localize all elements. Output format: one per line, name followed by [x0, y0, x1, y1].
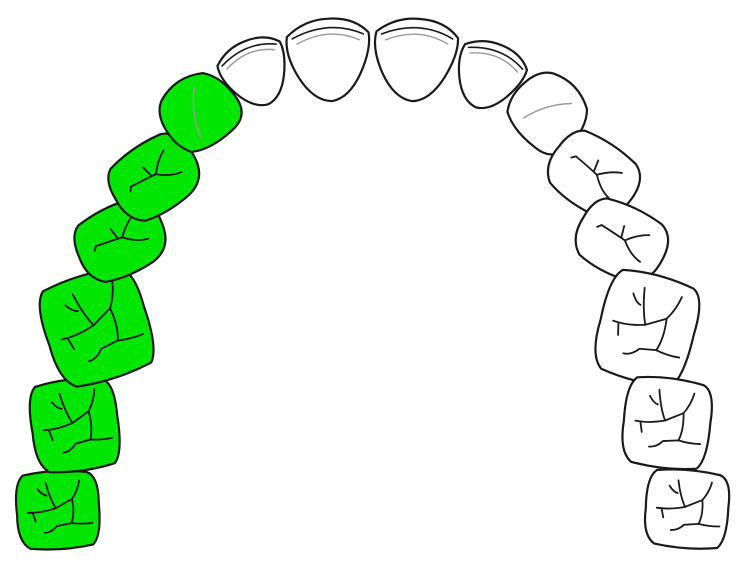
tooth-5-crown[interactable] — [98, 123, 212, 232]
tooth-6[interactable] — [146, 59, 251, 163]
tooth-14-groove — [642, 286, 647, 326]
tooth-15-groove — [648, 439, 680, 448]
tooth-14[interactable] — [588, 265, 706, 392]
tooth-4-groove — [94, 236, 124, 248]
tooth-4-groove — [109, 228, 119, 239]
tooth-5-groove — [130, 173, 157, 188]
tooth-13-groove — [600, 224, 626, 242]
tooth-16-groove — [655, 505, 686, 510]
tooth-16-groove — [660, 508, 665, 519]
tooth-1-groove — [26, 507, 57, 514]
tooth-14-groove — [655, 349, 681, 359]
tooth-10-edge — [467, 46, 524, 71]
tooth-15[interactable] — [619, 374, 715, 473]
tooth-9-shine — [384, 33, 449, 45]
tooth-3[interactable] — [32, 260, 163, 394]
tooth-1-groove — [36, 488, 48, 497]
tooth-9-edge — [380, 26, 454, 40]
tooth-3-groove — [116, 333, 144, 342]
tooth-14-groove — [622, 347, 658, 355]
tooth-12-groove — [596, 173, 610, 200]
tooth-12-groove — [570, 155, 577, 159]
tooth-6-shine — [192, 86, 202, 138]
tooth-11-crown[interactable] — [496, 60, 601, 164]
tooth-7[interactable] — [212, 29, 300, 117]
tooth-15-groove — [677, 439, 702, 445]
tooth-2-groove — [48, 430, 54, 441]
tooth-13-groove — [623, 234, 651, 242]
tooth-13-groove — [623, 239, 641, 263]
tooth-4-groove — [93, 245, 97, 252]
tooth-2[interactable] — [26, 374, 125, 477]
tooth-15-groove — [658, 388, 666, 422]
tooth-13-groove — [620, 225, 626, 238]
tooth-14-groove — [612, 319, 647, 326]
tooth-2-groove — [87, 410, 93, 441]
tooth-3-groove — [71, 293, 95, 327]
tooth-8-crown[interactable] — [285, 16, 373, 104]
tooth-1-groove — [43, 522, 73, 534]
tooth-5-groove — [142, 166, 152, 177]
tooth-1-groove — [44, 481, 57, 510]
tooth-15-groove — [639, 421, 643, 433]
tooth-15-crown[interactable] — [619, 374, 715, 473]
tooth-15-groove — [677, 412, 685, 442]
tooth-13-groove — [596, 224, 603, 228]
tooth-11[interactable] — [496, 60, 601, 164]
tooth-1-groove — [32, 512, 37, 523]
tooth-6-crown[interactable] — [146, 59, 251, 163]
tooth-14-groove — [617, 322, 620, 336]
tooth-7-edge — [221, 43, 277, 67]
tooth-12-groove — [593, 159, 600, 172]
tooth-5-groove — [129, 185, 132, 193]
tooth-2-crown[interactable] — [26, 374, 125, 477]
tooth-10-shine — [469, 52, 519, 73]
tooth-7-crown[interactable] — [212, 29, 300, 117]
tooth-2-groove — [62, 438, 92, 454]
tooth-3-groove — [67, 338, 75, 350]
tooth-5-groove — [155, 170, 183, 176]
tooth-7-shine — [226, 48, 276, 70]
tooth-8-shine — [296, 33, 361, 45]
tooth-16-groove — [669, 522, 700, 531]
tooth-8-edge — [291, 26, 365, 40]
tooth-3-groove — [109, 307, 119, 342]
tooth-12-groove — [596, 171, 623, 176]
tooth-14-groove — [632, 292, 642, 306]
tooth-1[interactable] — [14, 468, 102, 552]
tooth-3-groove — [64, 304, 80, 313]
tooth-16-crown[interactable] — [643, 467, 731, 551]
tooth-4-groove — [121, 236, 150, 241]
tooth-16-groove — [697, 522, 721, 528]
tooth-16[interactable] — [643, 467, 731, 551]
tooth-14-groove — [655, 317, 668, 352]
tooth-5[interactable] — [98, 123, 212, 232]
tooth-16-groove — [697, 499, 704, 525]
tooth-2-groove — [50, 401, 63, 410]
tooth-16-groove — [668, 484, 679, 495]
tooth-3-groove — [60, 324, 95, 341]
tooth-14-crown[interactable] — [588, 265, 706, 392]
tooth-1-groove — [70, 498, 75, 524]
tooth-8[interactable] — [285, 16, 373, 104]
tooth-3-groove — [88, 339, 119, 363]
tooth-15-groove — [634, 419, 666, 423]
tooth-16-groove — [677, 479, 686, 508]
tooth-12-groove — [575, 155, 598, 176]
tooth-5-groove — [155, 149, 165, 176]
tooth-1-groove — [70, 521, 94, 525]
tooth-11-shine — [522, 102, 573, 119]
tooth-2-groove — [42, 422, 74, 432]
tooth-10[interactable] — [444, 32, 532, 120]
tooth-15-groove — [649, 394, 659, 406]
tooth-9[interactable] — [371, 16, 460, 104]
tooth-2-groove — [89, 436, 114, 441]
tooth-1-crown[interactable] — [14, 468, 102, 552]
tooth-9-crown[interactable] — [371, 16, 460, 104]
tooth-2-groove — [58, 393, 74, 424]
